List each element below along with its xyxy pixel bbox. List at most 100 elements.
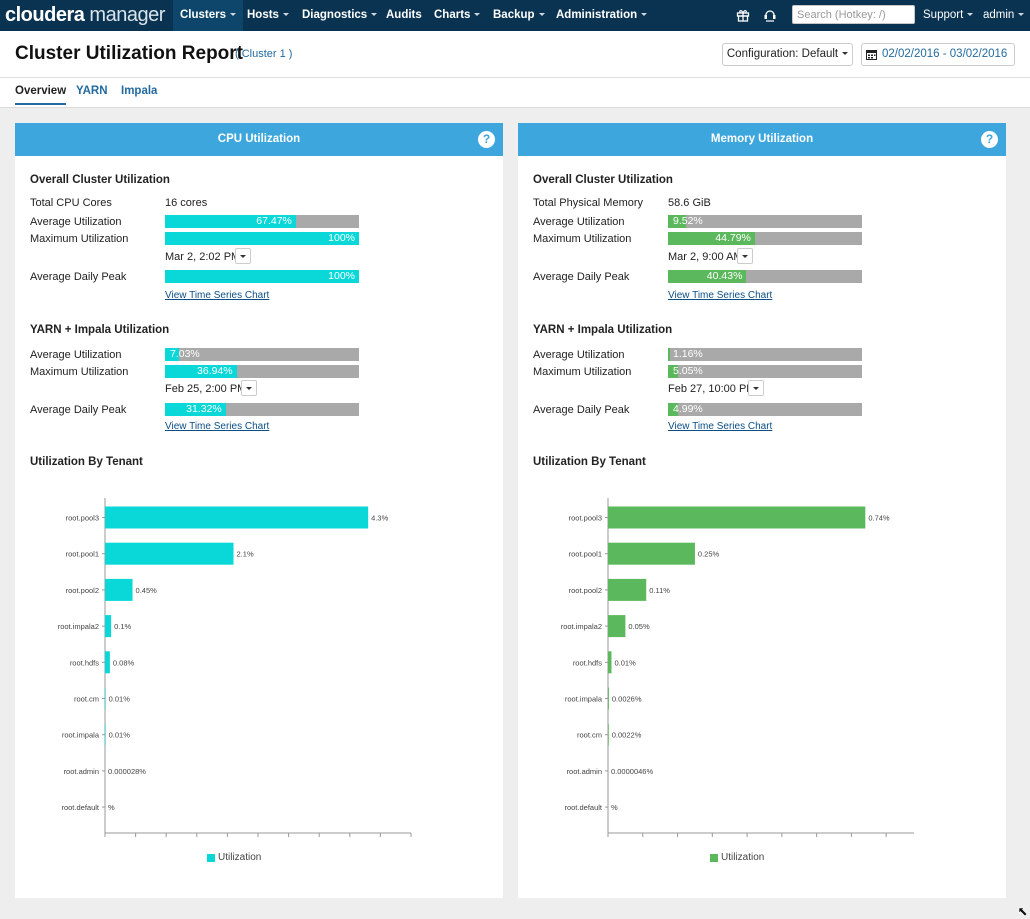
row-label: Maximum Utilization (533, 233, 632, 245)
total-memory-value: 58.6 GiB (668, 197, 711, 209)
category-label: root.impala2 (58, 622, 99, 631)
cpu-utilization-panel: CPU Utilization ? Overall Cluster Utiliz… (15, 123, 503, 898)
gift-icon[interactable] (736, 8, 750, 22)
category-label: root.admin (64, 767, 99, 776)
category-label: root.impala2 (561, 622, 602, 631)
user-menu[interactable]: admin (983, 0, 1025, 31)
view-time-series-link[interactable]: View Time Series Chart (668, 290, 773, 301)
progress-label: 9.52% (673, 215, 703, 227)
cluster-link[interactable]: ( Cluster 1 ) (235, 48, 293, 60)
nav-diagnostics[interactable]: Diagnostics (295, 0, 384, 31)
progress-bar: 40.43% (668, 270, 862, 283)
category-label: root.default (564, 803, 602, 812)
chevron-down-icon (474, 13, 481, 17)
chevron-down-icon (538, 13, 545, 17)
progress-fill (668, 365, 678, 378)
category-label: root.pool2 (569, 586, 602, 595)
section-title: YARN + Impala Utilization (30, 324, 170, 336)
memory-panel-header: Memory Utilization ? (518, 123, 1006, 156)
row-label: Maximum Utilization (533, 366, 632, 378)
configuration-dropdown[interactable]: Configuration: Default (722, 43, 853, 66)
chevron-down-icon (371, 13, 378, 17)
date-dropdown-button[interactable] (748, 380, 764, 396)
memory-tenant-bar-chart: 0%0.1%0.2%0.3%0.4%0.5%0.6%0.7%0.8%percen… (561, 498, 914, 837)
category-label: root.hdfs (573, 658, 602, 667)
bar-root-pool1 (105, 542, 234, 565)
progress-label: 100% (328, 270, 355, 282)
tab-yarn[interactable]: YARN (76, 85, 108, 97)
bar-root-pool2 (608, 578, 647, 601)
row-label: Average Utilization (30, 349, 122, 361)
progress-label: 44.79% (715, 232, 751, 244)
view-time-series-link[interactable]: View Time Series Chart (165, 421, 270, 432)
progress-label: 67.47% (256, 215, 292, 227)
row-label: Maximum Utilization (30, 233, 129, 245)
progress-bar: 44.79% (668, 232, 862, 245)
progress-fill (668, 232, 755, 245)
tab-impala[interactable]: Impala (121, 85, 158, 97)
data-label: 0.01% (109, 731, 131, 740)
chevron-down-icon (641, 13, 648, 17)
data-label: 0.01% (109, 695, 131, 704)
section-title: Utilization By Tenant (533, 456, 646, 468)
chevron-down-icon (753, 387, 759, 390)
cloudera-manager-logo[interactable]: cloudera manager (5, 4, 165, 26)
top-nav: cloudera manager Clusters Hosts Diagnost… (0, 0, 1030, 31)
data-label: 0.0026% (612, 695, 642, 704)
progress-bar: 36.94% (165, 365, 359, 378)
panel-title: Memory Utilization (710, 133, 814, 145)
progress-bar: 67.47% (165, 215, 359, 228)
bar-root-impala2 (105, 615, 112, 638)
date-dropdown-button[interactable] (737, 248, 753, 264)
bar-root-cm (608, 723, 609, 746)
category-label: root.impala (565, 695, 603, 704)
bar-root-impala (608, 687, 609, 710)
progress-label: 31.32% (186, 403, 222, 415)
progress-label: 7.03% (170, 348, 200, 360)
support-assist-icon[interactable] (763, 8, 777, 22)
row-label: Average Utilization (30, 216, 122, 228)
nav-hosts[interactable]: Hosts (240, 0, 296, 31)
nav-charts[interactable]: Charts (427, 0, 487, 31)
max-date-label: Mar 2, 2:02 PM (165, 251, 241, 263)
progress-label: 100% (328, 232, 355, 244)
date-range-picker[interactable]: 02/02/2016 - 03/02/2016 (861, 43, 1015, 66)
data-label: 0.08% (113, 658, 135, 667)
nav-backup[interactable]: Backup (486, 0, 552, 31)
bar-root-pool3 (608, 506, 866, 529)
nav-administration[interactable]: Administration (549, 0, 654, 31)
help-icon[interactable]: ? (478, 131, 495, 148)
progress-bar: 100% (165, 270, 359, 283)
bar-root-pool2 (105, 578, 133, 601)
tab-overview[interactable]: Overview (15, 85, 67, 105)
category-label: root.pool1 (66, 550, 99, 559)
support-menu[interactable]: Support (923, 0, 974, 31)
view-time-series-link[interactable]: View Time Series Chart (165, 290, 270, 301)
search-input[interactable] (792, 5, 915, 24)
max-date-label: Feb 25, 2:00 PM (165, 383, 247, 395)
row-label: Average Daily Peak (533, 404, 630, 416)
row-label: Maximum Utilization (30, 366, 129, 378)
progress-label: 36.94% (197, 365, 233, 377)
data-label: 4.3% (371, 514, 388, 523)
chevron-down-icon (240, 255, 246, 258)
data-label: 0.1% (114, 622, 131, 631)
chevron-down-icon (1018, 13, 1025, 17)
bar-root-hdfs (105, 651, 110, 674)
nav-audits[interactable]: Audits (386, 9, 422, 21)
cpu-tenant-bar-chart: 0%0.5%1%1.5%2%2.5%3%3.5%4%4.5%5%percentr… (58, 498, 412, 837)
category-label: root.pool3 (66, 514, 99, 523)
progress-fill (165, 403, 226, 416)
help-icon[interactable]: ? (981, 131, 998, 148)
data-label: 0.11% (649, 586, 670, 595)
data-label: 0.000028% (108, 767, 146, 776)
data-label: 2.1% (237, 550, 254, 559)
date-dropdown-button[interactable] (241, 380, 257, 396)
panel-title: CPU Utilization (217, 133, 301, 145)
view-time-series-link[interactable]: View Time Series Chart (668, 421, 773, 432)
chevron-down-icon (230, 13, 237, 17)
progress-fill (668, 348, 671, 361)
nav-clusters[interactable]: Clusters (173, 0, 244, 31)
date-dropdown-button[interactable] (235, 248, 251, 264)
bar-root-pool3 (105, 506, 369, 529)
